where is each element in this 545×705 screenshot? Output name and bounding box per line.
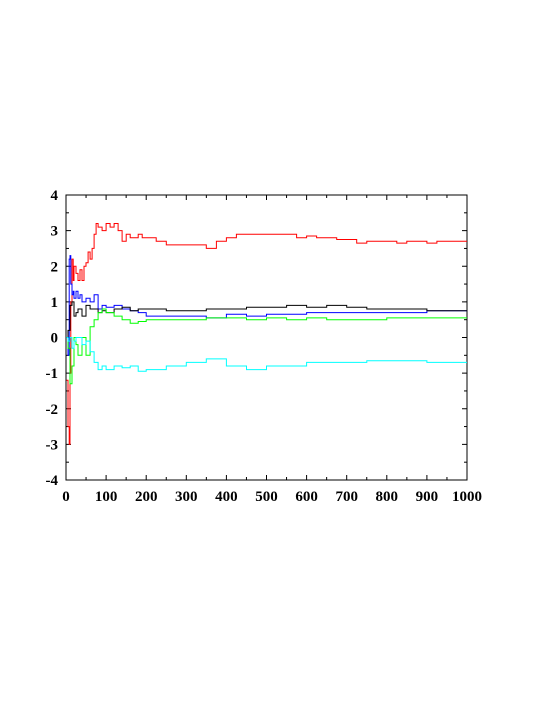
series-line-3 [66,301,467,338]
x-tick-label: 400 [215,489,238,505]
x-tick-label: 700 [335,489,358,505]
x-tick-labels: 0 100 200 300 400 500 600 700 800 900 1000 [62,489,482,505]
y-tick-label: 1 [51,295,59,311]
y-tick-label: -2 [46,402,59,418]
series-line-5 [66,337,467,372]
series-lines [66,223,467,445]
axis-ticks [65,194,468,481]
y-tick-labels: -4 -3 -2 -1 0 1 2 3 4 [46,188,59,489]
y-tick-label: 4 [51,188,59,204]
y-tick-label: 0 [51,331,59,347]
x-tick-label: 100 [95,489,118,505]
x-tick-label: 900 [416,489,439,505]
x-tick-label: 600 [295,489,318,505]
y-tick-label: 3 [51,224,59,240]
series-line-2 [66,255,467,356]
x-tick-label: 300 [175,489,198,505]
series-line-1 [66,223,467,445]
series-line-4 [66,308,467,385]
y-tick-label: 2 [51,259,59,275]
x-tick-label: 200 [135,489,158,505]
y-tick-label: -1 [46,366,59,382]
x-tick-label: 500 [255,489,278,505]
x-tick-label: 0 [62,489,70,505]
x-tick-label: 1000 [452,489,482,505]
y-tick-label: -4 [46,473,59,489]
plot-area [65,194,468,481]
y-tick-label: -3 [46,437,59,453]
x-tick-label: 800 [376,489,399,505]
